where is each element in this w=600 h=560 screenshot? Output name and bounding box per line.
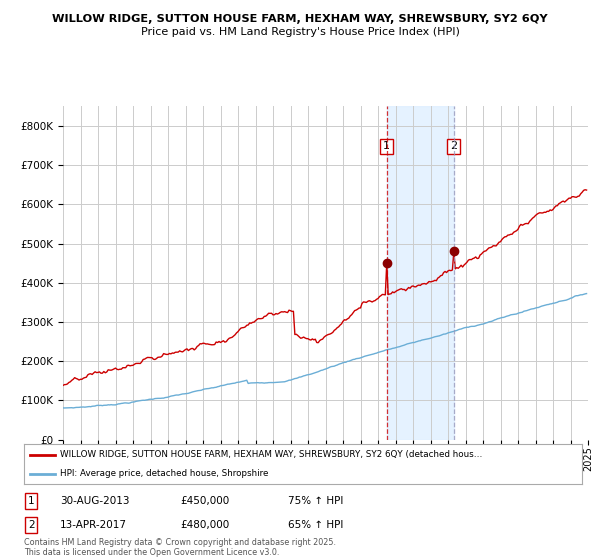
Text: 13-APR-2017: 13-APR-2017 bbox=[60, 520, 127, 530]
Bar bbox=[387, 106, 454, 440]
Text: WILLOW RIDGE, SUTTON HOUSE FARM, HEXHAM WAY, SHREWSBURY, SY2 6QY: WILLOW RIDGE, SUTTON HOUSE FARM, HEXHAM … bbox=[52, 14, 548, 24]
Text: 2: 2 bbox=[28, 520, 35, 530]
Text: Contains HM Land Registry data © Crown copyright and database right 2025.
This d: Contains HM Land Registry data © Crown c… bbox=[24, 538, 336, 557]
Text: WILLOW RIDGE, SUTTON HOUSE FARM, HEXHAM WAY, SHREWSBURY, SY2 6QY (detached hous…: WILLOW RIDGE, SUTTON HOUSE FARM, HEXHAM … bbox=[60, 450, 482, 459]
Text: £450,000: £450,000 bbox=[180, 496, 229, 506]
Text: Price paid vs. HM Land Registry's House Price Index (HPI): Price paid vs. HM Land Registry's House … bbox=[140, 27, 460, 37]
Text: 2: 2 bbox=[450, 141, 457, 151]
Text: 1: 1 bbox=[28, 496, 35, 506]
Text: 75% ↑ HPI: 75% ↑ HPI bbox=[288, 496, 343, 506]
Text: 1: 1 bbox=[383, 141, 390, 151]
Text: 30-AUG-2013: 30-AUG-2013 bbox=[60, 496, 130, 506]
Text: 65% ↑ HPI: 65% ↑ HPI bbox=[288, 520, 343, 530]
Text: HPI: Average price, detached house, Shropshire: HPI: Average price, detached house, Shro… bbox=[60, 469, 269, 478]
Text: £480,000: £480,000 bbox=[180, 520, 229, 530]
